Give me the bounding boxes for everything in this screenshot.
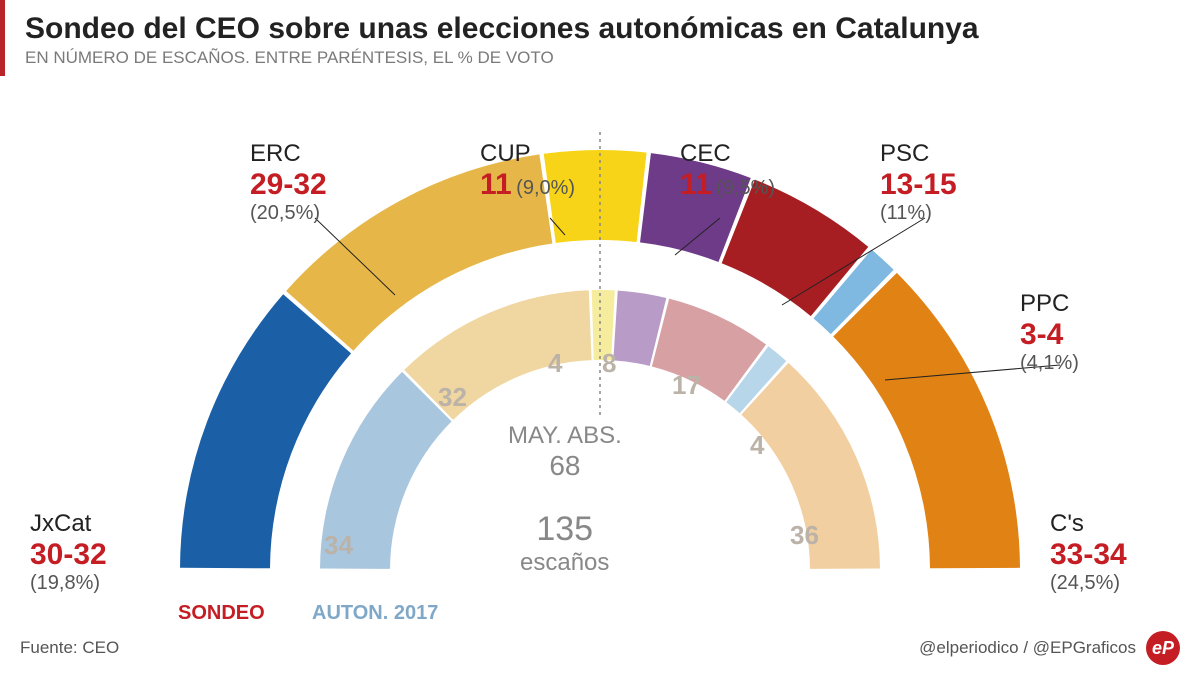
party-name: PSC	[880, 140, 929, 167]
party-label-erc: ERC29-32 (20,5%)	[250, 140, 327, 225]
chart-area: JxCat30-32 (19,8%) ERC29-32 (20,5%) CUP11 …	[0, 70, 1200, 635]
party-pct: (19,8%)	[30, 572, 100, 594]
chart-subtitle: EN NÚMERO DE ESCAÑOS. ENTRE PARÉNTESIS, …	[25, 48, 1180, 68]
inner-value-i-psc: 17	[672, 370, 701, 401]
party-pct: (9,5%)	[716, 177, 775, 199]
chart-title: Sondeo del CEO sobre unas elecciones aut…	[25, 12, 1180, 46]
party-seats: 30-32	[30, 538, 107, 571]
party-name: CUP	[480, 140, 531, 167]
party-seats: 11	[480, 168, 512, 201]
inner-value-i-cec: 8	[602, 348, 616, 379]
arc-i-erc	[404, 290, 591, 420]
legend-sondeo: SONDEO	[178, 602, 265, 625]
party-pct: (9,0%)	[516, 177, 575, 199]
inner-value-i-jxcat: 34	[324, 530, 353, 561]
total-seats-label: 135 escaños	[520, 510, 609, 577]
publisher-logo-icon: eP	[1146, 631, 1180, 665]
party-pct: (20,5%)	[250, 202, 320, 224]
party-seats: 3-4	[1020, 318, 1063, 351]
header: Sondeo del CEO sobre unas elecciones aut…	[0, 0, 1200, 76]
party-name: JxCat	[30, 510, 91, 537]
party-pct: (4,1%)	[1020, 352, 1079, 374]
source-label: Fuente: CEO	[20, 638, 119, 658]
party-name: C's	[1050, 510, 1084, 537]
party-seats: 13-15	[880, 168, 957, 201]
party-label-jxcat: JxCat30-32 (19,8%)	[30, 510, 107, 595]
inner-value-i-cup: 4	[548, 348, 562, 379]
party-label-ppc: PPC3-4 (4,1%)	[1020, 290, 1079, 375]
inner-value-i-cs: 36	[790, 520, 819, 551]
party-pct: (11%)	[880, 202, 932, 224]
party-name: PPC	[1020, 290, 1069, 317]
party-label-cec: CEC11 (9,5%)	[680, 140, 775, 202]
majority-label: MAY. ABS. 68	[508, 422, 622, 482]
credits-label: @elperiodico / @EPGraficos	[919, 638, 1136, 658]
party-label-cup: CUP11 (9,0%)	[480, 140, 575, 202]
legend-auton: AUTON. 2017	[312, 602, 438, 625]
party-pct: (24,5%)	[1050, 572, 1120, 594]
party-name: ERC	[250, 140, 301, 167]
party-seats: 33-34	[1050, 538, 1127, 571]
party-label-psc: PSC13-15 (11%)	[880, 140, 957, 225]
inner-value-i-ppc: 4	[750, 430, 764, 461]
party-name: CEC	[680, 140, 731, 167]
footer: Fuente: CEO @elperiodico / @EPGraficos e…	[20, 631, 1180, 665]
party-seats: 11	[680, 168, 712, 201]
party-seats: 29-32	[250, 168, 327, 201]
inner-value-i-erc: 32	[438, 382, 467, 413]
party-label-cs: C's33-34 (24,5%)	[1050, 510, 1127, 595]
